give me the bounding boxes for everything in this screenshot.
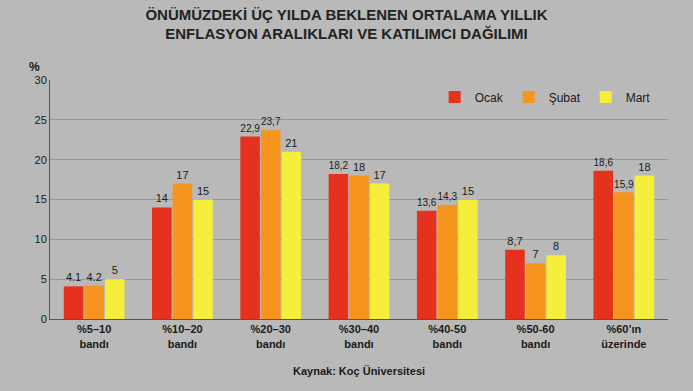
svg-text:15: 15 <box>35 193 47 205</box>
svg-text:7: 7 <box>533 248 539 260</box>
svg-text:18,6: 18,6 <box>593 157 613 168</box>
svg-text:Mart: Mart <box>626 91 651 105</box>
svg-text:Ocak: Ocak <box>475 91 504 105</box>
svg-text:18: 18 <box>638 161 650 173</box>
svg-text:21: 21 <box>285 137 297 149</box>
svg-text:20: 20 <box>35 154 47 166</box>
svg-text:%30–40bandı: %30–40bandı <box>339 323 379 349</box>
svg-text:%20–30bandı: %20–30bandı <box>251 323 291 349</box>
svg-text:18,2: 18,2 <box>329 160 349 171</box>
svg-text:15,9: 15,9 <box>614 179 634 190</box>
svg-text:0: 0 <box>41 313 47 325</box>
svg-text:15: 15 <box>197 185 209 197</box>
svg-text:5: 5 <box>41 273 47 285</box>
svg-text:14,3: 14,3 <box>438 191 458 202</box>
svg-text:%5–10bandı: %5–10bandı <box>77 323 111 349</box>
svg-text:22,9: 22,9 <box>240 123 260 134</box>
svg-text:Kaynak: Koç Üniversitesi: Kaynak: Koç Üniversitesi <box>293 365 425 377</box>
svg-text:15: 15 <box>462 185 474 197</box>
svg-text:4.1: 4.1 <box>66 271 81 283</box>
svg-text:%: % <box>29 60 40 74</box>
svg-text:%40-50bandı: %40-50bandı <box>428 323 466 349</box>
svg-text:30: 30 <box>35 74 47 86</box>
svg-text:Şubat: Şubat <box>549 91 581 105</box>
svg-text:8: 8 <box>553 240 559 252</box>
svg-text:8,7: 8,7 <box>507 235 522 247</box>
svg-text:10: 10 <box>35 233 47 245</box>
svg-text:%50-60bandı: %50-60bandı <box>517 323 555 349</box>
svg-text:23,7: 23,7 <box>261 116 281 127</box>
svg-text:17: 17 <box>373 169 385 181</box>
svg-text:5: 5 <box>112 264 118 276</box>
svg-text:25: 25 <box>35 114 47 126</box>
svg-text:%10–20bandı: %10–20bandı <box>162 323 202 349</box>
svg-text:13,6: 13,6 <box>417 197 437 208</box>
svg-text:%60’ınüzerinde: %60’ınüzerinde <box>601 323 646 349</box>
svg-text:4.2: 4.2 <box>86 271 101 283</box>
svg-text:18: 18 <box>353 161 365 173</box>
svg-text:14: 14 <box>156 192 168 204</box>
svg-text:17: 17 <box>176 169 188 181</box>
svg-text:ÖNÜMÜZDEKİ ÜÇ YILDA BEKLENEN O: ÖNÜMÜZDEKİ ÜÇ YILDA BEKLENEN ORTALAMA YI… <box>145 6 547 43</box>
